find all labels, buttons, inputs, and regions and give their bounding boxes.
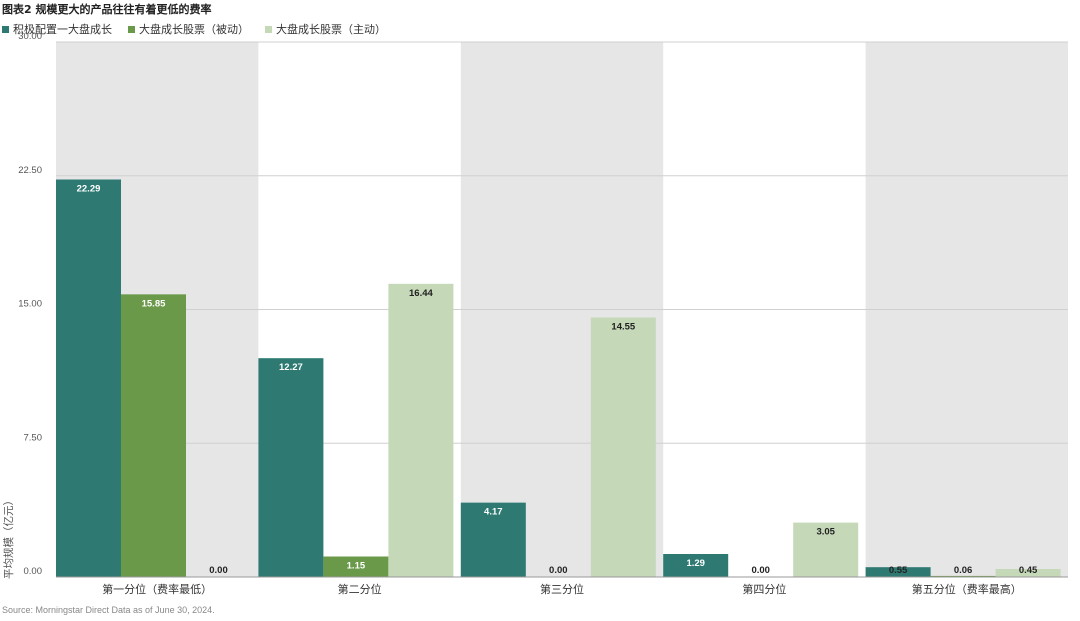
x-category-label: 第五分位（费率最高） xyxy=(912,582,1022,596)
y-tick-label: 15.00 xyxy=(18,299,42,310)
legend-label-series-1: 积极配置一大盘成长 xyxy=(13,23,112,36)
y-tick-label: 7.50 xyxy=(24,432,43,443)
data-label: 0.00 xyxy=(549,565,568,576)
bars xyxy=(56,179,1061,577)
data-label: 0.00 xyxy=(751,565,770,576)
x-category-label: 第四分位 xyxy=(742,582,786,596)
chart-title: 图表2 规模更大的产品往往有着更低的费率 xyxy=(2,3,212,16)
bar-series-2-cat-1 xyxy=(121,294,186,577)
data-label: 1.29 xyxy=(686,558,705,569)
x-category-label: 第二分位 xyxy=(338,582,382,596)
bar-series-3-cat-2 xyxy=(388,283,454,577)
legend-swatch-series-3 xyxy=(265,25,272,33)
bar-series-2-cat-2 xyxy=(323,556,389,577)
legend-label-series-2: 大盘成长股票（被动） xyxy=(139,23,249,36)
y-tick-label: 0.00 xyxy=(24,566,43,577)
x-category-label: 第一分位（费率最低） xyxy=(102,582,212,596)
data-label: 15.85 xyxy=(142,298,166,309)
legend: 积极配置一大盘成长 大盘成长股票（被动） 大盘成长股票（主动） xyxy=(2,21,386,37)
legend-item-series-2: 大盘成长股票（被动） xyxy=(128,21,249,37)
data-label: 0.55 xyxy=(889,565,908,576)
data-label: 14.55 xyxy=(611,322,635,333)
y-axis-title: 平均规模（亿元） xyxy=(2,495,15,579)
bar-series-3-cat-5 xyxy=(995,568,1061,577)
data-label: 0.45 xyxy=(1019,565,1038,576)
data-label: 0.06 xyxy=(954,565,973,576)
bar-series-2-cat-5 xyxy=(930,575,996,577)
source-note: Source: Morningstar Direct Data as of Ju… xyxy=(2,605,215,615)
data-label: 12.27 xyxy=(279,362,303,373)
x-category-label: 第三分位 xyxy=(540,582,584,596)
legend-label-series-3: 大盘成长股票（主动） xyxy=(276,23,386,36)
bar-series-3-cat-3 xyxy=(590,317,656,577)
y-tick-label: 22.50 xyxy=(18,165,42,176)
data-label: 4.17 xyxy=(484,507,503,518)
bar-series-3-cat-4 xyxy=(793,522,859,577)
data-label: 16.44 xyxy=(409,288,433,299)
x-axis-category-labels: 第一分位（费率最低） 第二分位 第三分位 第四分位 第五分位（费率最高） xyxy=(102,582,1022,596)
bar-series-1-cat-2 xyxy=(258,358,324,577)
legend-item-series-3: 大盘成长股票（主动） xyxy=(265,21,386,37)
legend-item-series-1: 积极配置一大盘成长 xyxy=(2,21,112,37)
data-label: 1.15 xyxy=(347,560,366,571)
legend-swatch-series-2 xyxy=(128,25,135,33)
legend-swatch-series-1 xyxy=(2,25,9,33)
y-tick-label: 30.00 xyxy=(18,31,42,42)
bar-series-1-cat-3 xyxy=(460,502,526,577)
data-label: 3.05 xyxy=(816,527,835,538)
data-label: 0.00 xyxy=(209,565,228,576)
bar-series-1-cat-1 xyxy=(56,179,121,577)
data-label: 22.29 xyxy=(77,183,101,194)
data-labels: 22.29 12.27 4.17 1.29 0.55 15.85 1.15 0.00 0.00 0… xyxy=(77,183,1038,576)
bar-series-1-cat-4 xyxy=(663,553,729,577)
y-axis-ticks: 0.00 7.50 15.00 22.50 30.00 xyxy=(18,31,42,577)
bar-series-1-cat-5 xyxy=(865,567,931,577)
